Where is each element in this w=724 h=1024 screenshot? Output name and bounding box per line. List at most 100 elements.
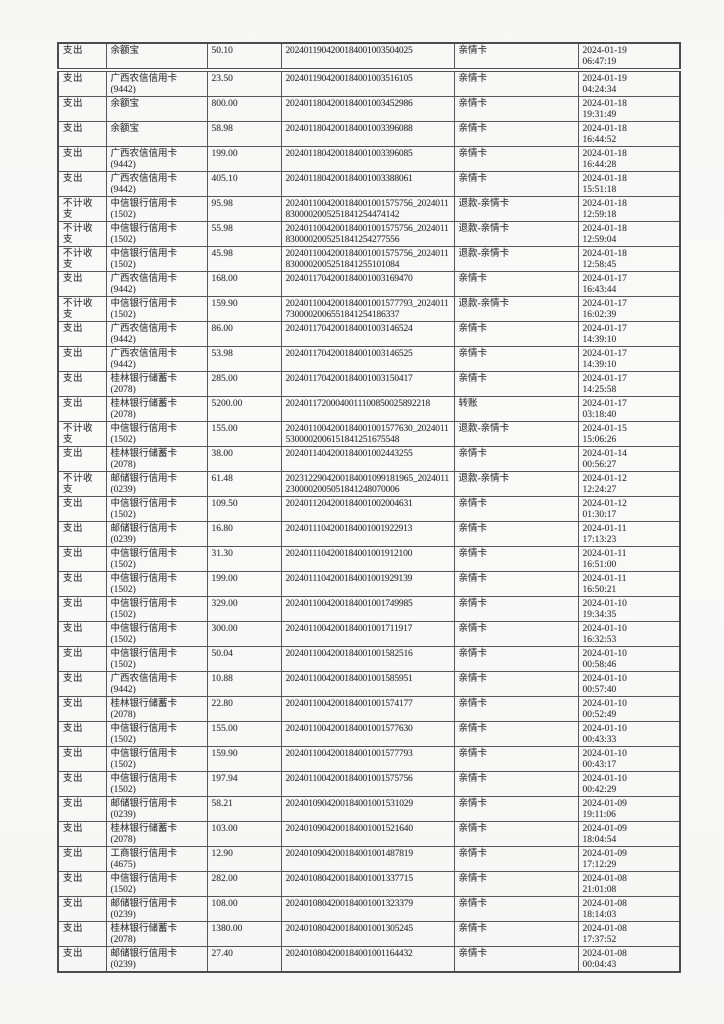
cell-account: 中信银行信用卡 (1502) (105, 746, 208, 772)
cell-transaction-id: 2024011804200184001003388061 (280, 171, 455, 197)
amount-value: 50.10 (211, 46, 233, 56)
cell-transaction-id: 2024011904200184001003516105 (280, 69, 455, 97)
cell-transaction-id: 2024011404200184001002443255 (280, 446, 455, 472)
time-value: 21:01:08 (582, 884, 617, 895)
account-name: 中信银行信用卡 (110, 749, 178, 759)
transaction-type-label: 支出 (63, 399, 84, 409)
cell-account: 邮储银行信用卡 (0239) (105, 471, 208, 497)
account-name: 余额宝 (110, 124, 140, 134)
cell-transaction-id: 2024011804200184001003452986 (280, 96, 455, 122)
table-row: 支出 中信银行信用卡 (1502) 109.50 2024011204200184… (57, 496, 681, 522)
transaction-id-value: 2024011004200184001001711917 (285, 624, 413, 634)
time-value: 00:43:33 (582, 734, 617, 745)
amount-value: 155.00 (211, 724, 238, 734)
cell-transaction-type: 不计收支 (57, 421, 107, 447)
cell-category: 亲情卡 (453, 96, 579, 122)
amount-value: 285.00 (211, 374, 238, 384)
transaction-type-label: 支出 (63, 499, 84, 509)
date-value: 2024-01-10 (582, 674, 627, 684)
cell-transaction-id: 2024010804200184001001164432 (280, 946, 455, 973)
table-row: 支出 桂林银行储蓄卡 (2078) 103.00 2024010904200184… (57, 821, 681, 847)
cell-transaction-type: 支出 (57, 496, 107, 522)
cell-category: 亲情卡 (453, 721, 579, 747)
cell-category: 亲情卡 (453, 871, 579, 897)
category-label: 亲情卡 (458, 549, 488, 559)
date-value: 2024-01-12 (582, 474, 627, 484)
cell-amount: 405.10 (206, 171, 282, 197)
cell-transaction-type: 支出 (57, 946, 107, 973)
time-value: 17:12:29 (582, 859, 617, 870)
cell-account: 中信银行信用卡 (1502) (105, 496, 208, 522)
amount-value: 58.21 (211, 799, 233, 809)
date-value: 2024-01-12 (582, 499, 627, 509)
account-name: 中信银行信用卡 (110, 724, 178, 734)
cell-datetime: 2024-01-18 19:31:49 (577, 96, 681, 122)
time-value: 06:47:19 (582, 56, 617, 67)
cell-datetime: 2024-01-17 16:43:44 (577, 271, 681, 297)
time-value: 00:57:40 (582, 684, 617, 695)
transaction-id-value: 2024011804200184001003396085 (285, 149, 413, 159)
time-value: 16:43:44 (582, 284, 617, 295)
time-value: 16:44:52 (582, 134, 617, 145)
account-name: 邮储银行信用卡 (110, 474, 178, 484)
transaction-id-value: 2024011704200184001003146524 (285, 324, 413, 334)
table-row: 不计收支 中信银行信用卡 (1502) 159.90 20240110042001… (57, 296, 681, 322)
cell-datetime: 2024-01-17 14:25:58 (577, 371, 681, 397)
cell-amount: 199.00 (206, 571, 282, 597)
account-name: 中信银行信用卡 (110, 249, 178, 259)
cell-category: 亲情卡 (453, 371, 579, 397)
cell-amount: 155.00 (206, 721, 282, 747)
date-value: 2024-01-11 (582, 549, 627, 559)
cell-datetime: 2024-01-11 16:51:00 (577, 546, 681, 572)
table-row: 支出 邮储银行信用卡 (0239) 58.21 20240109042001840… (57, 796, 681, 822)
cell-amount: 50.04 (206, 646, 282, 672)
category-label: 亲情卡 (458, 374, 488, 384)
transaction-type-label: 支出 (63, 124, 84, 134)
transaction-type-label: 不计收支 (63, 199, 94, 220)
account-name: 桂林银行储蓄卡 (110, 449, 178, 459)
cell-amount: 53.98 (206, 346, 282, 372)
amount-value: 22.80 (211, 699, 233, 709)
cell-transaction-id: 2024010804200184001001337715 (280, 871, 455, 897)
transaction-type-label: 支出 (63, 524, 84, 534)
date-value: 2024-01-10 (582, 749, 627, 759)
time-value: 15:06:26 (582, 434, 617, 445)
transaction-type-label: 支出 (63, 624, 84, 634)
cell-account: 中信银行信用卡 (1502) (105, 721, 208, 747)
transaction-table: 支出 余额宝 50.10 202401190420018400100350402… (57, 42, 681, 973)
table-row: 支出 广西农信信用卡 (9442) 23.50 20240119042001840… (57, 69, 681, 97)
cell-datetime: 2024-01-09 17:12:29 (577, 846, 681, 872)
cell-transaction-type: 不计收支 (57, 221, 107, 247)
account-card-number: (9442) (110, 334, 136, 345)
cell-transaction-type: 支出 (57, 796, 107, 822)
cell-amount: 108.00 (206, 896, 282, 922)
cell-account: 广西农信信用卡 (9442) (105, 671, 208, 697)
account-card-number: (1502) (110, 434, 136, 445)
category-label: 亲情卡 (458, 899, 488, 909)
cell-account: 广西农信信用卡 (9442) (105, 146, 208, 172)
cell-category: 亲情卡 (453, 346, 579, 372)
cell-datetime: 2024-01-17 14:39:10 (577, 346, 681, 372)
cell-amount: 168.00 (206, 271, 282, 297)
account-card-number: (9442) (110, 359, 136, 370)
time-value: 19:31:49 (582, 109, 617, 120)
amount-value: 168.00 (211, 274, 238, 284)
cell-datetime: 2024-01-10 00:57:40 (577, 671, 681, 697)
transaction-type-label: 支出 (63, 449, 84, 459)
date-value: 2024-01-19 (582, 46, 627, 56)
transaction-type-label: 支出 (63, 824, 84, 834)
cell-account: 广西农信信用卡 (9442) (105, 321, 208, 347)
cell-transaction-id: 2024011704200184001003150417 (280, 371, 455, 397)
time-value: 00:56:27 (582, 459, 617, 470)
table-row: 不计收支 邮储银行信用卡 (0239) 61.48 202312290420018… (57, 471, 681, 497)
table-row: 支出 工商银行信用卡 (4675) 12.90 20240109042001840… (57, 846, 681, 872)
cell-datetime: 2024-01-08 17:37:52 (577, 921, 681, 947)
cell-account: 余额宝 (105, 42, 208, 72)
cell-transaction-id: 2024011004200184001001575756_20240118300… (280, 221, 455, 247)
transaction-id-value: 2024011204200184001002004631 (285, 499, 413, 509)
cell-datetime: 2024-01-15 15:06:26 (577, 421, 681, 447)
transaction-id-value: 2024011704200184001003146525 (285, 349, 413, 359)
cell-transaction-id: 2023122904200184001099181965_20240112300… (280, 471, 455, 497)
cell-transaction-id: 2024010904200184001001521640 (280, 821, 455, 847)
cell-datetime: 2024-01-18 12:59:04 (577, 221, 681, 247)
